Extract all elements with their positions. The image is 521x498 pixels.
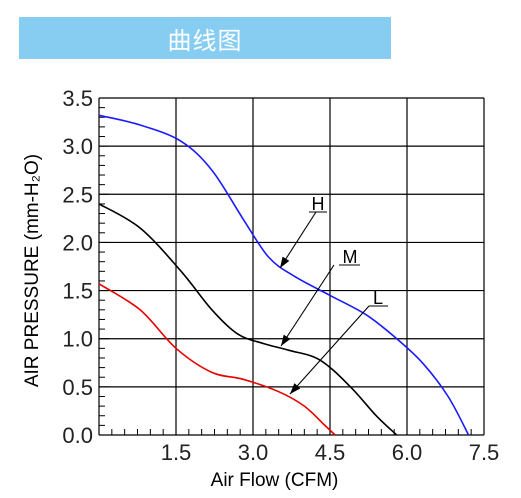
x-tick-label: 3.0: [238, 440, 269, 465]
x-tick-label: 1.5: [161, 440, 192, 465]
x-tick-label: 4.5: [315, 440, 346, 465]
y-tick-label: 2.0: [62, 230, 93, 255]
arrowhead-m: [281, 334, 291, 346]
curve-label-h: H: [312, 194, 325, 214]
y-tick-label: 2.5: [62, 182, 93, 207]
leader-line-m: [280, 264, 335, 347]
leader-line-h: [279, 211, 317, 269]
y-tick-label: 1.0: [62, 327, 93, 352]
chart-title: 曲线图: [167, 26, 243, 55]
series-line-h: [98, 114, 470, 436]
series-line-m: [98, 203, 398, 436]
y-tick-label: 0.0: [62, 423, 93, 448]
chart-title-banner: 曲线图: [19, 17, 391, 59]
y-tick-label: 0.5: [62, 375, 93, 400]
curve-label-l: L: [373, 288, 383, 308]
curve-label-m: M: [343, 247, 358, 267]
y-tick-label: 3.0: [62, 134, 93, 159]
x-tick-label: 6.0: [392, 440, 423, 465]
y-tick-label: 1.5: [62, 279, 93, 304]
x-axis-title: Air Flow (CFM): [211, 470, 339, 491]
series-line-l: [98, 283, 336, 436]
y-tick-label: 3.5: [62, 86, 93, 111]
y-axis-title: AIR PRESSURE (mm-H₂O): [22, 154, 43, 387]
arrowhead-h: [280, 256, 290, 268]
arrowhead-l: [290, 383, 301, 394]
x-tick-label: 7.5: [469, 440, 500, 465]
leader-line-l: [289, 305, 370, 395]
